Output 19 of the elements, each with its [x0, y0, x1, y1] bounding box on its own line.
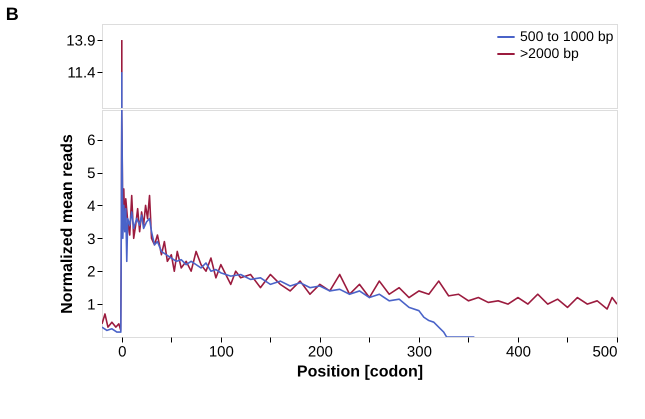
y-tick-label: 13.9	[66, 32, 96, 50]
y-tick-label: 11.4	[67, 64, 96, 82]
x-tick-label: 400	[506, 344, 531, 360]
x-tick-label: 200	[308, 344, 333, 360]
x-tick-label: 100	[208, 344, 234, 360]
x-axis-title: Position [codon]	[296, 364, 424, 380]
legend-label: 500 to 1000 bp	[520, 28, 614, 44]
y-tick-label: 6	[87, 132, 96, 150]
x-tick-label: 0	[118, 344, 126, 360]
x-tick-label: 300	[406, 344, 432, 360]
y-tick-label: 1	[87, 296, 96, 314]
y-axis-title: Normalized mean reads	[59, 134, 76, 314]
y-tick-label: 2	[87, 264, 96, 281]
y-tick-label: 3	[87, 230, 96, 248]
y-tick-label: 4	[87, 198, 96, 215]
y-tick-label: 5	[87, 165, 96, 182]
x-tick-label: 500	[592, 344, 618, 360]
legend-label: >2000 bp	[520, 45, 579, 61]
chart-title: B	[6, 4, 19, 24]
